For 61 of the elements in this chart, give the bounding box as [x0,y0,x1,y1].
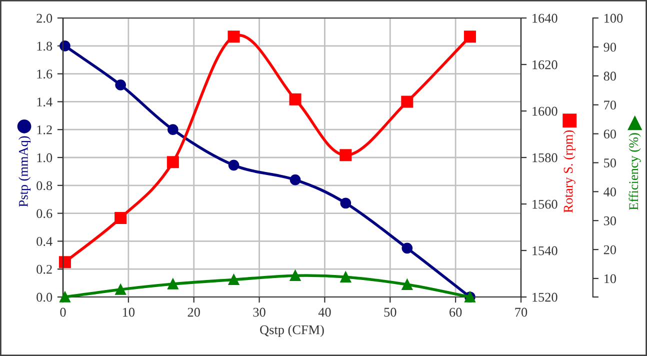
y2-tick-label: 1560 [532,200,558,209]
y3-tick-label: 20 [604,245,616,254]
point [115,80,126,90]
y2-tick-label: 1600 [532,106,558,116]
point [290,174,301,186]
y3-tick-label: 60 [604,130,616,138]
point [289,93,302,106]
y3-tick-label: 80 [604,72,616,81]
y-tick-label: 0.0 [36,292,52,302]
point [166,156,179,168]
point [402,242,413,254]
y2-tick-label: 1520 [532,292,558,302]
y2-tick-label: 1640 [532,14,558,23]
y-tick-label: 1.4 [37,98,52,106]
x-tick-label: 40 [318,308,331,317]
y-tick-label: 0.8 [36,181,52,190]
y3-axis-title: Efficiency (%) [628,133,641,210]
point [228,30,240,43]
y-tick-label: 1.2 [37,125,52,134]
point [401,96,414,108]
y-tick-label: 0.6 [36,209,52,218]
point [228,274,240,286]
y3-tick-label: 100 [604,14,623,23]
point [402,279,413,290]
point [114,212,127,224]
y-axis-title: Pstp (mmAq) [18,136,31,207]
point [115,284,126,295]
y-tick-label: 2.0 [36,14,52,23]
y3-tick-label: 50 [604,158,616,168]
y3-tick-label: 40 [604,187,616,196]
y-tick-label: 1.8 [37,42,52,51]
x-tick-label: 70 [515,308,528,317]
y-tick-label: 1.0 [37,153,52,162]
point [290,270,301,281]
point [464,30,476,43]
x-tick-label: 20 [188,308,200,317]
x-axis-title: Qstp (CFM) [260,324,324,337]
y-tick-label: 1.6 [37,70,52,79]
point [340,149,352,162]
y2-axis-title: Rotary S. (rpm) [563,130,576,213]
y2-tick-label: 1580 [532,153,558,162]
point [58,256,71,268]
point [168,124,178,136]
y3-tick-label: 70 [604,100,616,110]
x-tick-label: 30 [253,308,266,317]
y-tick-label: 0.4 [36,237,52,246]
x-tick-label: 0 [60,308,66,317]
y3-tick-label: 30 [604,216,616,226]
point [228,160,240,171]
y2-tick-label: 1540 [532,246,558,256]
y-tick-label: 0.2 [36,264,52,274]
x-tick-label: 50 [384,308,396,317]
y3-tick-label: 10 [604,274,616,284]
point [340,272,352,282]
x-tick-label: 10 [122,308,135,317]
point [168,278,178,290]
point [60,40,70,52]
x-tick-label: 60 [450,308,462,317]
y3-tick-label: 90 [604,42,616,52]
point [340,198,352,209]
y2-tick-label: 1620 [532,60,558,70]
